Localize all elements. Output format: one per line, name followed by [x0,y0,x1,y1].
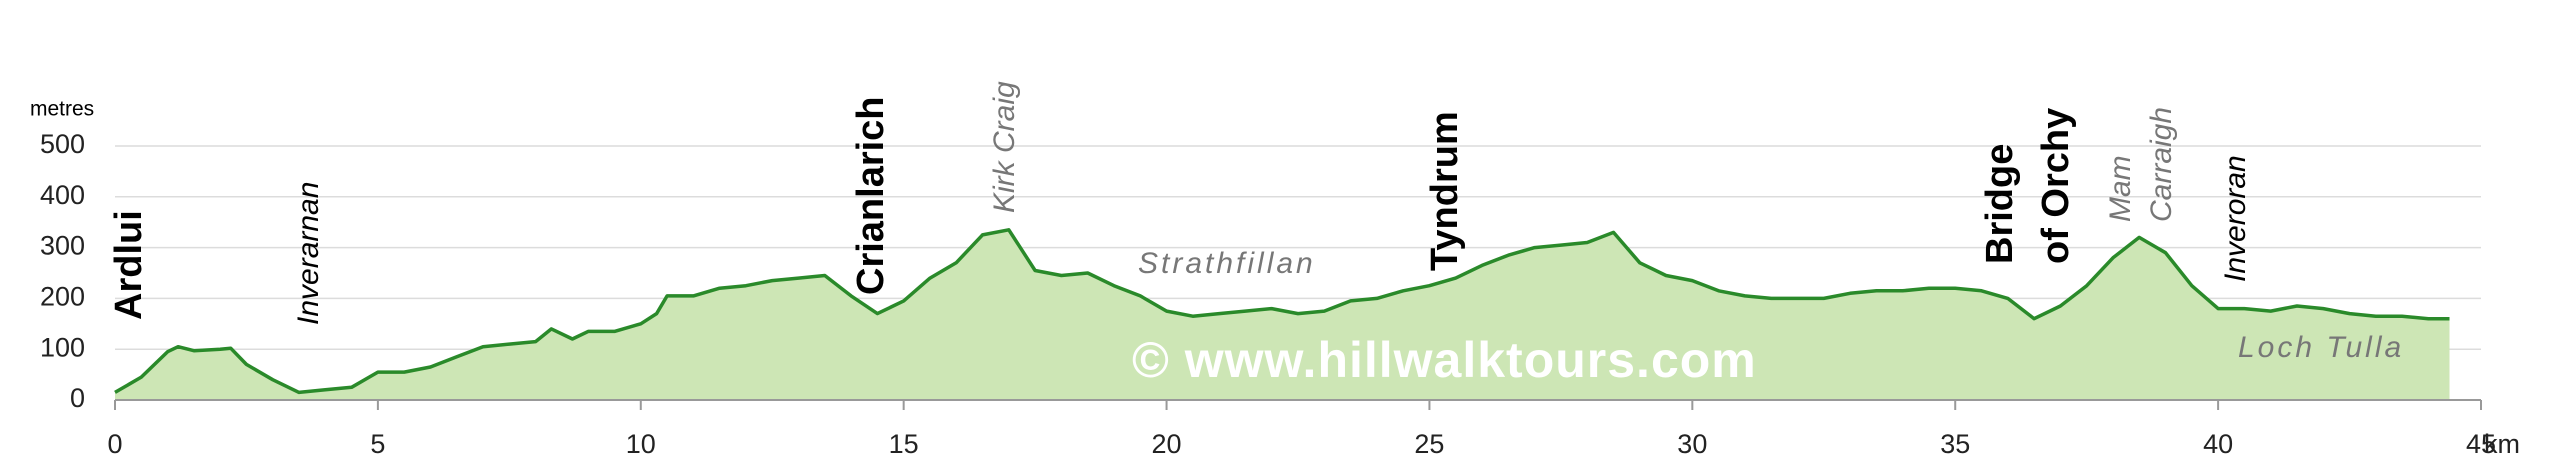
place-label: Crianlarich [850,96,892,295]
y-tick-label: 200 [40,282,85,312]
area [115,229,2450,400]
place-label: Inverarnan [292,182,325,325]
place-label: Loch Tulla [2238,331,2404,364]
place-label: Kirk Craig [988,81,1021,213]
y-tick-label: 100 [40,332,85,362]
y-tick-label: 500 [40,129,85,159]
x-tick-label: 15 [889,429,919,459]
plot [114,228,2450,400]
x-tick-label: 45 [2466,429,2496,459]
place-label: Ardlui [108,210,150,320]
y-tick-label: 300 [40,231,85,261]
y-axis-label: metres [30,98,94,121]
x-tick-label: 20 [1152,429,1182,459]
x-tick-label: 35 [1940,429,1970,459]
x-tick-label: 10 [626,429,656,459]
axes: 0 100 200 300 400 500 0 5 10 15 20 25 30 35 40 45 [40,129,2496,459]
place-label: Inveroran [2219,155,2252,282]
place-label: Strathfillan [1138,247,1316,280]
place-label: Carraigh [2145,107,2178,222]
x-tick-label: 40 [2203,429,2233,459]
x-tick-label: 0 [107,429,122,459]
x-tick-label: 30 [1677,429,1707,459]
x-tick-label: 5 [370,429,385,459]
place-label: Tyndrum [1424,111,1466,271]
watermark: © www.hillwalktours.com [1132,332,1757,388]
y-tick-label: 400 [40,180,85,210]
x-unit-label: km [2484,429,2520,459]
elevation-line [114,228,2450,395]
x-tick-label: 25 [1414,429,1444,459]
place-label: of Orchy [2035,108,2077,264]
place-label: Mam [2104,155,2137,222]
y-tick-label: 0 [70,383,85,413]
place-label: Bridge [1979,144,2021,264]
